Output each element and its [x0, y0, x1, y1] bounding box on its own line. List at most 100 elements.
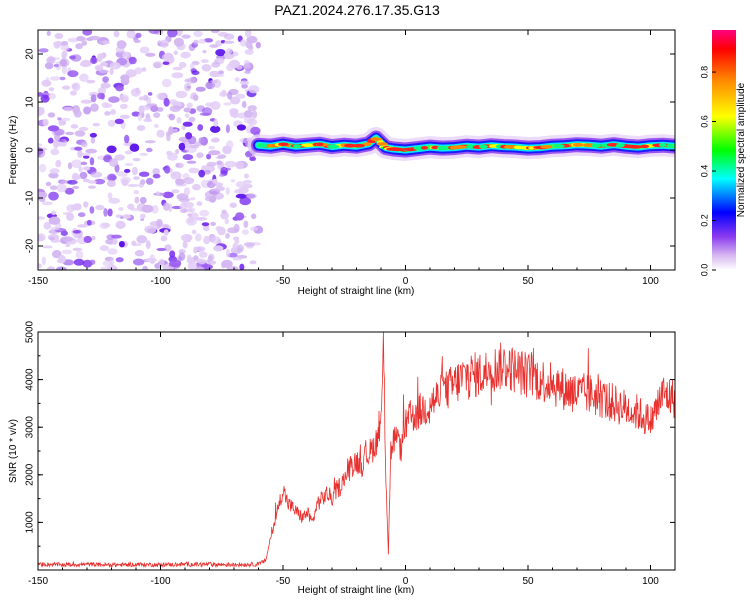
noise-speckle: [199, 209, 210, 217]
noise-speckle: [118, 207, 124, 211]
colorbar-tick-label: 0.4: [699, 165, 709, 178]
noise-speckle: [168, 266, 175, 270]
noise-speckle: [197, 258, 207, 265]
noise-speckle: [186, 160, 197, 164]
noise-speckle: [74, 146, 83, 151]
noise-speckle: [179, 208, 187, 213]
noise-speckle: [183, 107, 191, 113]
noise-speckle: [38, 263, 43, 269]
noise-speckle: [73, 247, 82, 251]
signal-hotspot: [352, 143, 365, 148]
noise-speckle: [192, 183, 201, 191]
noise-speckle: [223, 40, 235, 44]
noise-speckle: [133, 190, 140, 195]
noise-speckle: [156, 92, 166, 100]
noise-speckle: [224, 218, 229, 225]
noise-speckle: [146, 147, 153, 153]
noise-speckle: [83, 201, 89, 208]
noise-speckle: [178, 61, 187, 69]
noise-speckle: [47, 137, 54, 144]
noise-speckle: [72, 230, 82, 234]
colorbar-tick-label: 0.2: [699, 214, 709, 227]
noise-speckle: [172, 66, 183, 71]
noise-speckle: [167, 152, 178, 161]
noise-speckle: [139, 152, 148, 156]
noise-speckle: [144, 140, 156, 144]
noise-speckle: [173, 37, 184, 47]
noise-speckle: [131, 243, 142, 247]
noise-speckle: [85, 148, 98, 154]
noise-speckle: [225, 232, 230, 239]
noise-speckle: [56, 183, 67, 193]
noise-speckle: [102, 76, 109, 83]
noise-speckle: [90, 94, 97, 103]
noise-speckle: [73, 110, 82, 118]
noise-speckle: [149, 254, 155, 262]
noise-speckle: [188, 116, 196, 123]
noise-speckle: [156, 129, 165, 138]
noise-speckle: [81, 141, 88, 148]
noise-speckle: [92, 122, 101, 127]
noise-speckle: [181, 201, 188, 206]
noise-speckle: [241, 100, 247, 109]
noise-speckle: [217, 154, 227, 159]
noise-speckle: [248, 85, 260, 94]
snr-axes: -150 -100 -50 0 50 100 1000 2000 3000 4000 5000: [25, 320, 676, 587]
signal-hotspot: [572, 143, 584, 147]
noise-speckle: [122, 214, 131, 219]
noise-speckle: [220, 166, 229, 175]
noise-speckle: [229, 59, 240, 69]
noise-speckle: [205, 102, 214, 107]
noise-speckle: [246, 193, 257, 199]
signal-hotspot: [301, 143, 315, 147]
noise-speckle: [38, 216, 46, 220]
noise-speckle: [175, 162, 184, 169]
noise-speckle: [108, 158, 119, 167]
noise-speckle: [232, 257, 243, 261]
noise-speckle: [187, 216, 195, 224]
noise-speckle: [163, 97, 170, 107]
noise-speckle: [38, 143, 43, 147]
signal-hotspot: [528, 146, 536, 150]
noise-speckles: [38, 30, 264, 270]
noise-speckle: [82, 30, 93, 36]
noise-speckle: [75, 250, 84, 260]
noise-speckle: [243, 110, 253, 118]
noise-speckle: [235, 93, 246, 99]
y-tick-label: 3000: [25, 416, 36, 439]
noise-speckle: [210, 125, 221, 133]
noise-speckle: [142, 265, 149, 270]
noise-speckle: [210, 236, 221, 244]
noise-speckle: [49, 236, 55, 241]
noise-speckle: [243, 179, 252, 184]
signal-hotspot: [553, 144, 565, 148]
signal-hotspot: [590, 143, 602, 148]
noise-speckle: [155, 191, 160, 197]
noise-speckle: [42, 118, 49, 127]
noise-speckle: [61, 249, 72, 255]
noise-speckle: [110, 109, 116, 115]
noise-speckle: [108, 96, 120, 103]
noise-speckle: [156, 219, 163, 228]
noise-speckle: [81, 40, 87, 46]
noise-speckle: [198, 169, 206, 178]
noise-speckle: [120, 74, 130, 81]
noise-speckle: [178, 142, 186, 151]
noise-speckle: [48, 92, 56, 100]
noise-speckle: [173, 50, 178, 55]
noise-speckle: [167, 30, 178, 38]
noise-speckle: [106, 179, 116, 188]
noise-speckle: [58, 255, 66, 264]
noise-speckle: [176, 117, 182, 124]
noise-speckle: [119, 114, 130, 119]
noise-speckle: [220, 211, 229, 220]
noise-speckle: [143, 118, 153, 123]
noise-speckle: [182, 240, 188, 249]
noise-speckle: [77, 224, 88, 228]
noise-speckle: [231, 51, 239, 57]
noise-speckle: [181, 34, 191, 39]
noise-speckle: [119, 94, 129, 103]
colorbar-ticks: 0.0 0.2 0.4 0.6 0.8: [699, 66, 716, 276]
noise-speckle: [148, 30, 160, 34]
noise-speckle: [169, 259, 182, 268]
